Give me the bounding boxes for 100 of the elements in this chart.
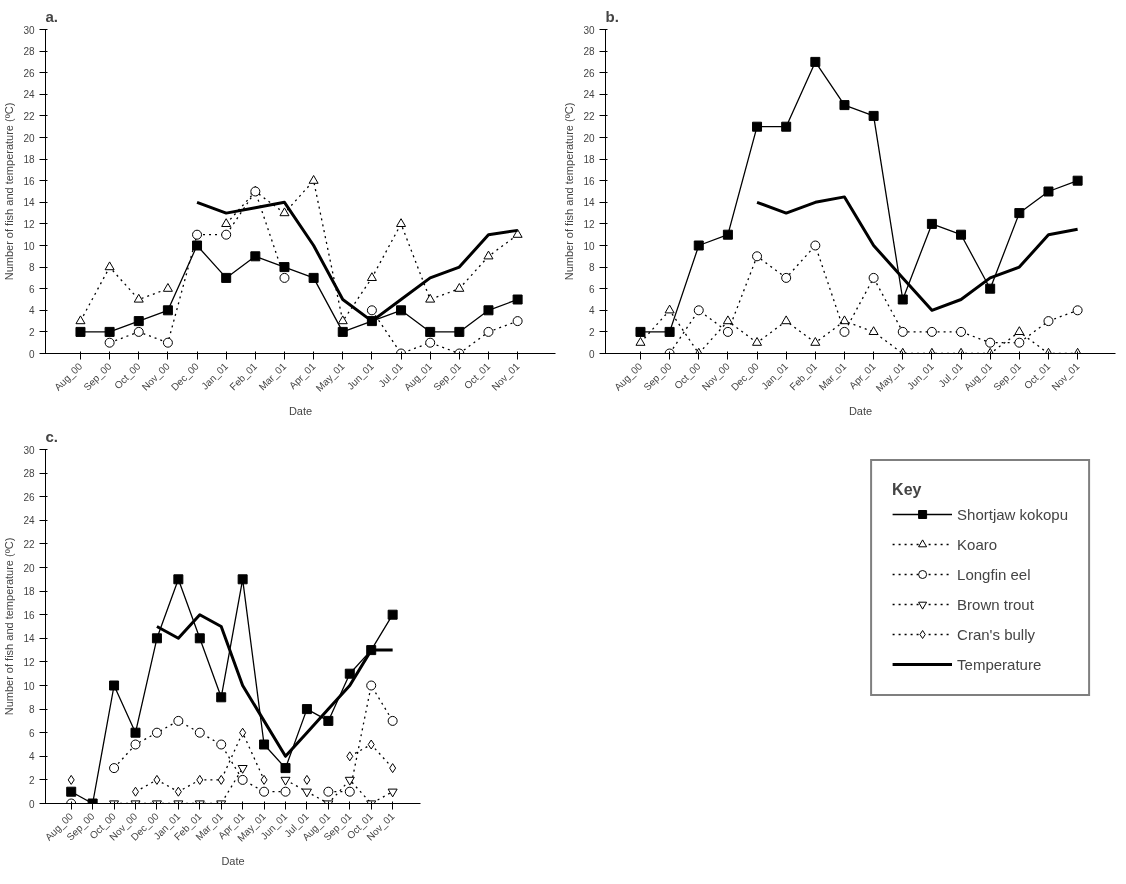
point <box>280 776 291 786</box>
point <box>425 293 436 303</box>
point <box>366 680 377 691</box>
y-tick-label: 20 <box>23 562 35 574</box>
point <box>752 337 763 346</box>
y-tick-label: 10 <box>23 240 35 252</box>
point <box>1043 316 1054 327</box>
y-tick-label: 0 <box>28 348 35 360</box>
point <box>868 326 879 335</box>
point <box>216 739 227 750</box>
point <box>344 786 355 797</box>
point <box>839 326 850 337</box>
point <box>512 229 523 238</box>
point <box>839 100 850 111</box>
point <box>308 272 319 283</box>
point <box>868 272 879 283</box>
chart-title: b. <box>605 7 619 25</box>
y-axis-title: Number of fish and temperature (ºC) <box>3 102 16 281</box>
point <box>839 315 850 325</box>
point <box>104 261 115 271</box>
y-tick-label: 0 <box>28 798 35 810</box>
point <box>259 786 270 797</box>
point <box>512 294 523 305</box>
point <box>301 788 312 798</box>
point <box>260 774 268 785</box>
point <box>752 121 763 132</box>
point <box>221 229 232 240</box>
y-tick-label: 24 <box>23 89 35 101</box>
point <box>67 774 75 785</box>
point <box>192 229 203 240</box>
y-tick-label: 6 <box>28 727 35 739</box>
point <box>221 272 232 283</box>
y-tick-label: 26 <box>23 491 35 503</box>
point <box>722 315 733 325</box>
point <box>196 774 204 785</box>
legend-title: Key <box>892 481 923 499</box>
point <box>133 326 144 337</box>
y-tick-label: 30 <box>23 444 35 456</box>
point <box>308 175 319 184</box>
point <box>722 229 733 240</box>
y-tick-label: 0 <box>588 348 595 360</box>
legend-label: Cran's bully <box>957 625 1035 643</box>
point <box>162 283 173 292</box>
y-tick-label: 12 <box>23 656 35 668</box>
point <box>781 315 792 325</box>
point <box>151 727 162 738</box>
point <box>897 326 908 337</box>
point <box>323 715 334 726</box>
point <box>693 240 704 251</box>
point <box>217 774 225 785</box>
y-tick-label: 8 <box>28 262 35 274</box>
point <box>280 763 291 774</box>
y-tick-label: 4 <box>588 305 595 317</box>
y-tick-label: 2 <box>28 774 35 786</box>
point <box>173 574 184 585</box>
point <box>810 240 821 251</box>
point <box>425 337 436 348</box>
point <box>66 786 77 797</box>
point <box>1043 186 1054 197</box>
point <box>985 337 996 348</box>
y-tick-label: 14 <box>23 197 35 209</box>
point <box>926 326 937 337</box>
point <box>153 774 161 785</box>
point <box>239 727 247 738</box>
point <box>1014 337 1025 348</box>
point <box>162 337 173 348</box>
point <box>130 727 141 738</box>
point <box>337 315 348 325</box>
point <box>151 633 162 644</box>
point <box>985 283 996 294</box>
y-tick-label: 18 <box>23 586 35 598</box>
point <box>237 774 248 785</box>
point <box>194 633 205 644</box>
point <box>926 218 937 229</box>
y-axis-title: Number of fish and temperature (ºC) <box>563 102 576 281</box>
point <box>133 316 144 327</box>
y-tick-label: 12 <box>23 218 35 230</box>
point <box>454 326 465 337</box>
x-axis-title: Date <box>288 405 313 418</box>
point <box>387 788 398 798</box>
point <box>279 272 290 283</box>
y-tick-label: 6 <box>588 283 595 295</box>
point <box>133 293 144 303</box>
point <box>366 272 377 281</box>
point <box>693 305 704 316</box>
y-tick-label: 22 <box>23 538 35 550</box>
point <box>664 326 675 337</box>
point <box>781 272 792 283</box>
point <box>194 727 205 738</box>
point <box>897 294 908 305</box>
point <box>303 774 311 785</box>
point <box>483 326 494 337</box>
y-tick-label: 16 <box>23 609 35 621</box>
y-tick-label: 12 <box>583 218 595 230</box>
point <box>250 251 261 262</box>
point <box>237 574 248 585</box>
point <box>512 316 523 327</box>
point <box>1014 326 1025 335</box>
point <box>280 786 291 797</box>
y-tick-label: 10 <box>23 680 35 692</box>
